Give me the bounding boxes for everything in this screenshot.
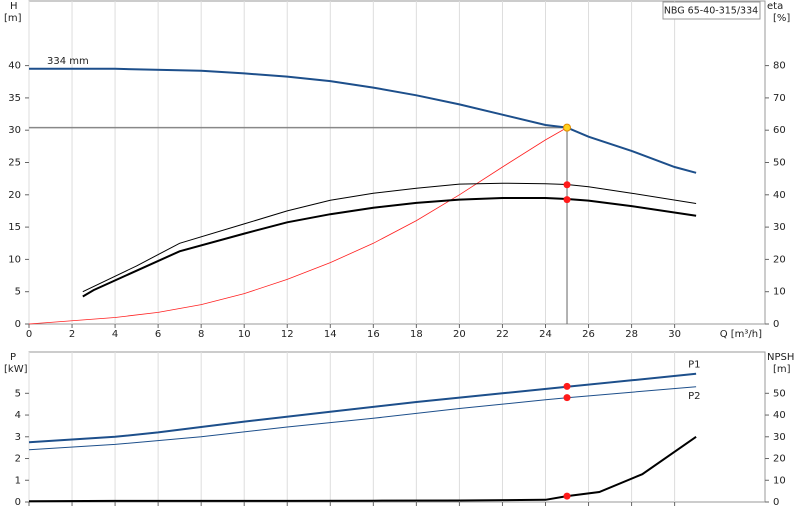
chart-title: NBG 65-40-315/334 [664, 6, 758, 17]
y2-axis-unit: [%] [773, 13, 790, 24]
curve [82, 197, 697, 298]
y2-tick-label: 80 [773, 61, 786, 72]
x-tick-label: 18 [410, 329, 423, 340]
title-box [662, 1, 761, 20]
y-tick-label: 0 [15, 497, 21, 508]
curve-label: P1 [688, 360, 700, 371]
y-tick-label: 40 [8, 61, 21, 72]
curve [28, 435, 697, 503]
y-tick-label: 5 [15, 388, 21, 399]
curve-annotation: 334 mm [47, 56, 89, 67]
y2-tick-label: 20 [773, 254, 786, 265]
y2-tick-label: 60 [773, 125, 786, 136]
operating-point [563, 382, 571, 390]
y-tick-label: 15 [8, 222, 21, 233]
operating-point [563, 181, 571, 189]
y2-tick-label: 0 [773, 319, 779, 330]
x-tick-label: 30 [668, 329, 681, 340]
curve [28, 372, 697, 444]
y2-tick-label: 20 [773, 454, 786, 465]
operating-point [563, 394, 571, 402]
y2-axis-unit: [m] [773, 364, 791, 375]
y2-tick-label: 30 [773, 432, 786, 443]
x-tick-label: 26 [582, 329, 595, 340]
y2-tick-label: 70 [773, 93, 786, 104]
operating-point [563, 123, 572, 132]
y2-tick-label: 50 [773, 388, 786, 399]
y-tick-label: 30 [8, 125, 21, 136]
y-tick-label: 20 [8, 190, 21, 201]
x-tick-label: 4 [112, 329, 118, 340]
y2-tick-label: 10 [773, 287, 786, 298]
y-tick-label: 10 [8, 254, 21, 265]
x-tick-label: 6 [155, 329, 161, 340]
y2-axis-label: eta [767, 1, 783, 12]
y2-tick-label: 30 [773, 222, 786, 233]
y-tick-label: 35 [8, 93, 21, 104]
x-tick-label: 10 [238, 329, 251, 340]
y-tick-label: 1 [15, 475, 21, 486]
curve [29, 67, 697, 174]
x-tick-label: 16 [367, 329, 380, 340]
x-tick-label: 0 [26, 329, 32, 340]
x-tick-label: 28 [625, 329, 638, 340]
y2-tick-label: 40 [773, 410, 786, 421]
y-tick-label: 0 [15, 319, 21, 330]
y-axis-unit: [kW] [4, 364, 28, 375]
y-tick-label: 4 [15, 410, 21, 421]
operating-point [563, 492, 571, 500]
y-tick-label: 5 [15, 287, 21, 298]
x-tick-label: 2 [69, 329, 75, 340]
curve [82, 182, 697, 293]
y-tick-label: 25 [8, 158, 21, 169]
x-tick-label: 8 [198, 329, 204, 340]
x-tick-label: 12 [281, 329, 294, 340]
y2-tick-label: 50 [773, 158, 786, 169]
x-tick-label: 20 [453, 329, 466, 340]
y-axis-label: P [10, 352, 16, 363]
x-axis-label: Q [m³/h] [720, 329, 762, 340]
y2-tick-label: 10 [773, 475, 786, 486]
y2-tick-label: 0 [773, 497, 779, 508]
plot-frame [28, 0, 766, 325]
y-axis-label: H [10, 1, 18, 12]
curve [28, 127, 568, 325]
y-axis-unit: [m] [4, 13, 22, 24]
operating-point [563, 196, 571, 204]
y2-tick-label: 40 [773, 190, 786, 201]
x-tick-label: 24 [539, 329, 552, 340]
plot-frame [28, 351, 766, 503]
x-tick-label: 14 [324, 329, 337, 340]
y-tick-label: 3 [15, 432, 21, 443]
y-tick-label: 2 [15, 454, 21, 465]
x-tick-label: 22 [496, 329, 509, 340]
y2-axis-label: NPSH [767, 352, 794, 363]
curve [28, 386, 697, 451]
curve-label: P2 [688, 391, 700, 402]
